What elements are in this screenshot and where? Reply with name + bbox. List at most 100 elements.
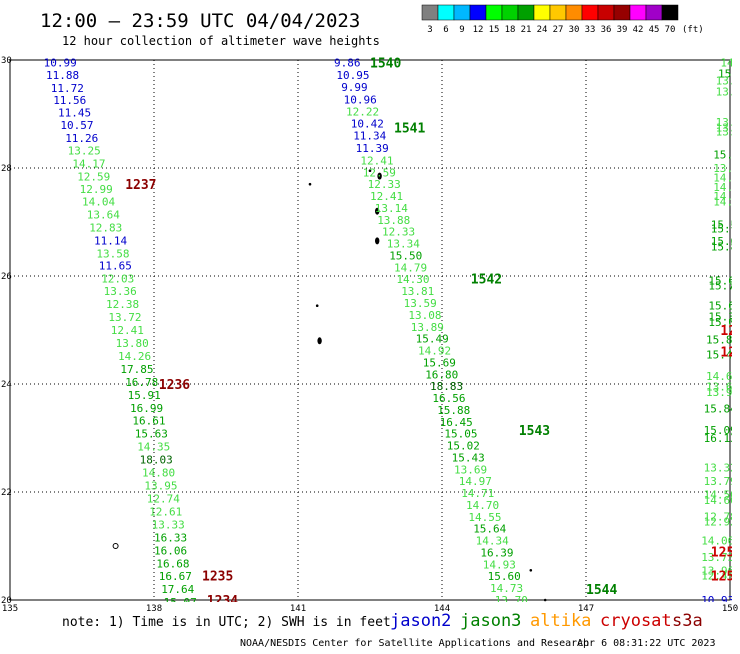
swh-value-label: 16.67 bbox=[159, 570, 192, 583]
swh-value-label: 11.14 bbox=[94, 234, 127, 247]
swh-value-label: 9.10 bbox=[701, 616, 728, 629]
swh-value-label: 14.04 bbox=[82, 195, 115, 208]
swh-value-label: 15.60 bbox=[488, 570, 521, 583]
swh-value-label: 13.80 bbox=[116, 337, 149, 350]
swh-value-label: 13.36 bbox=[104, 285, 137, 298]
swh-value-label: 13.66 bbox=[706, 381, 739, 394]
swh-value-label: 10.57 bbox=[60, 119, 93, 132]
swh-value-label: 10.42 bbox=[351, 118, 384, 131]
swh-value-label: 14.92 bbox=[418, 345, 451, 358]
lat-tick-label: 26 bbox=[1, 272, 12, 282]
swh-value-label: 13.25 bbox=[68, 145, 101, 158]
swh-value-label: 14.06 bbox=[701, 535, 734, 548]
swh-value-label: 13.61 bbox=[716, 75, 740, 88]
swh-value-label: 15.43 bbox=[452, 451, 485, 464]
lon-tick-label: 141 bbox=[290, 604, 306, 614]
swh-value-label: 14.80 bbox=[142, 467, 175, 480]
swh-value-label: 14.07 bbox=[713, 195, 740, 208]
swh-value-label: 12.99 bbox=[80, 183, 113, 196]
scale-swatch bbox=[437, 4, 455, 21]
graticule bbox=[10, 60, 730, 600]
swh-value-label: 15.07 bbox=[713, 149, 740, 162]
plot-frame bbox=[9, 59, 731, 601]
swh-value-label: 14.73 bbox=[490, 582, 523, 595]
swh-value-label: 15.84 bbox=[706, 334, 739, 347]
island-marker bbox=[375, 207, 380, 215]
scale-label: 36 bbox=[601, 25, 612, 35]
scale-swatch bbox=[453, 4, 471, 21]
swh-value-label: 15.05 bbox=[444, 428, 477, 441]
lon-tick-label: 147 bbox=[578, 604, 594, 614]
pass-number-label: 1542 bbox=[471, 273, 502, 288]
swh-value-label: 14.60 bbox=[704, 494, 737, 507]
scale-label: 21 bbox=[521, 25, 532, 35]
lon-tick-label: 144 bbox=[434, 604, 450, 614]
scale-swatch bbox=[613, 4, 631, 21]
scale-label: 70 bbox=[665, 25, 676, 35]
swh-value-label: 12.74 bbox=[147, 492, 180, 505]
pass-number-label: 12 bbox=[720, 346, 736, 361]
scale-label: 33 bbox=[585, 25, 596, 35]
swh-value-label: 11.39 bbox=[356, 142, 389, 155]
scale-label: 39 bbox=[617, 25, 628, 35]
island-marker bbox=[112, 543, 119, 549]
scale-swatch bbox=[565, 4, 583, 21]
scale-swatch bbox=[517, 4, 535, 21]
scale-swatch bbox=[421, 4, 439, 21]
pass-number-label: 1544 bbox=[586, 583, 617, 598]
swh-value-label: 15.76 bbox=[711, 222, 740, 235]
swh-value-label: 11.65 bbox=[99, 260, 132, 273]
swh-value-label: 10.96 bbox=[344, 93, 377, 106]
swh-value-label: 12.49 bbox=[701, 570, 734, 583]
swh-value-label: 11.88 bbox=[46, 69, 79, 82]
swh-value-label: 14.71 bbox=[461, 487, 494, 500]
island-marker bbox=[375, 237, 380, 245]
swh-value-label: 15.74 bbox=[708, 280, 740, 293]
swh-value-label: 12.03 bbox=[101, 273, 134, 286]
swh-value-label: 14.35 bbox=[137, 441, 170, 454]
swh-value-label: 14.50 bbox=[704, 489, 737, 502]
color-scale: 3 6 9 12 15 18 21 24 27 30 33 36 39 42 45 70 (ft) bbox=[421, 4, 704, 35]
swh-value-label: 14.93 bbox=[483, 558, 516, 571]
swh-value-label: 12.59 bbox=[363, 166, 396, 179]
swh-value-label: 15.81 bbox=[711, 240, 740, 253]
swh-value-label: 15.09 bbox=[704, 424, 737, 437]
swh-value-label: 15.84 bbox=[704, 402, 737, 415]
swh-value-label: 12.41 bbox=[111, 324, 144, 337]
legend-entry-jason2: jason2 bbox=[390, 611, 451, 631]
legend-entry-jason3: jason3 bbox=[460, 611, 521, 631]
swh-value-label: 13.14 bbox=[375, 202, 408, 215]
swh-value-label: 16.56 bbox=[432, 392, 465, 405]
swh-value-label: 13.33 bbox=[152, 518, 185, 531]
swh-value-label: 12.41 bbox=[360, 154, 393, 167]
scale-label: 15 bbox=[489, 25, 500, 35]
scale-swatch bbox=[645, 4, 663, 21]
map-title: 12:00 – 23:59 UTC 04/04/2023 bbox=[40, 10, 360, 32]
lat-tick-label: 30 bbox=[1, 56, 12, 66]
swh-value-label: 16.13 bbox=[704, 432, 737, 445]
swh-value-label: 14.17 bbox=[72, 158, 105, 171]
island-marker bbox=[543, 598, 547, 602]
swh-value-label: 15.05 bbox=[708, 316, 740, 329]
swh-value-label: 15.39 bbox=[708, 311, 740, 324]
pass-number-label: 1235 bbox=[202, 570, 233, 585]
swh-value-label: 14.26 bbox=[118, 350, 151, 363]
map-subtitle: 12 hour collection of altimeter wave hei… bbox=[62, 34, 380, 48]
pass-number-label: 1540 bbox=[370, 57, 401, 72]
swh-value-label: 14.55 bbox=[468, 511, 501, 524]
island-layer bbox=[112, 169, 547, 602]
swh-value-label: 14.97 bbox=[459, 475, 492, 488]
island-marker bbox=[377, 172, 382, 180]
swh-value-label: 14.79 bbox=[394, 261, 427, 274]
swh-value-label: 12.59 bbox=[77, 171, 110, 184]
swh-value-label: 16.61 bbox=[132, 415, 165, 428]
swh-value-label: 13.81 bbox=[401, 285, 434, 298]
swh-value-label: 12.83 bbox=[89, 221, 122, 234]
plot-area: 10.9911.8811.7211.5611.4510.5711.2613.25… bbox=[9, 57, 740, 629]
swh-value-label: 12.33 bbox=[382, 226, 415, 239]
pass-number-label: 1543 bbox=[519, 424, 550, 439]
scale-unit: (ft) bbox=[682, 25, 704, 35]
swh-value-label: 9.99 bbox=[341, 81, 368, 94]
lon-tick-label: 138 bbox=[146, 604, 162, 614]
